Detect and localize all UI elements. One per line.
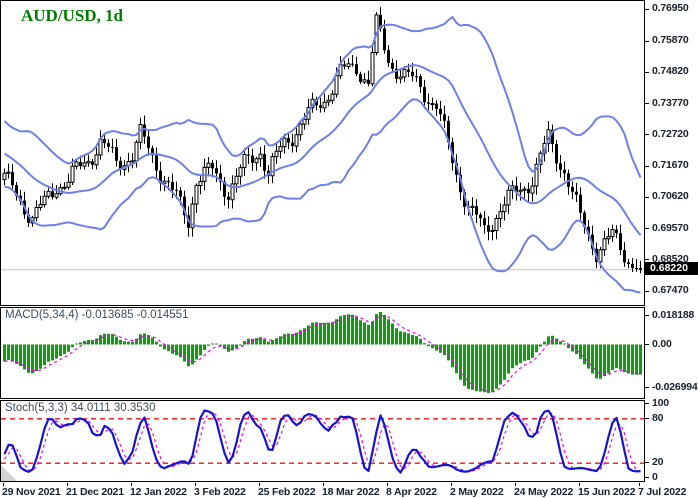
price-axis: 0.68220 0.76950 0.75870 0.74820 0.73770 0.72… bbox=[645, 0, 698, 306]
current-price-badge: 0.68220 bbox=[645, 262, 698, 276]
stoch-row: Stoch(5,3,3) 34.0111 30.3530 100 80 20 0 bbox=[0, 397, 698, 483]
price-tick-label: 0.73770 bbox=[652, 96, 689, 109]
date-axis-tick bbox=[259, 483, 260, 486]
stoch-axis-tick bbox=[645, 403, 649, 404]
date-axis-tick bbox=[579, 483, 580, 486]
stoch-tick-label: 100 bbox=[652, 397, 669, 409]
price-axis-tick bbox=[645, 40, 649, 42]
date-label: 24 May 2022 bbox=[514, 486, 574, 498]
price-tick-label: 0.68520 bbox=[652, 252, 689, 265]
date-axis-tick bbox=[323, 483, 324, 486]
price-axis-tick bbox=[645, 228, 649, 229]
date-label: 2 May 2022 bbox=[450, 486, 504, 498]
macd-axis-tick bbox=[645, 387, 649, 388]
stoch-tick-label: 80 bbox=[652, 411, 664, 424]
price-axis-tick bbox=[645, 290, 649, 292]
macd-tick-label: 0.00 bbox=[652, 337, 672, 350]
date-label: 29 Nov 2021 bbox=[2, 486, 61, 498]
stoch-axis-tick bbox=[645, 417, 649, 419]
price-tick-label: 0.74820 bbox=[652, 65, 689, 78]
price-axis-tick bbox=[645, 259, 649, 261]
macd-axis: 0.018188 0.00 -0.026994 bbox=[645, 307, 698, 399]
price-tick-label: 0.69570 bbox=[652, 221, 689, 234]
price-tick-label: 0.71670 bbox=[652, 159, 689, 172]
macd-canvas bbox=[3, 312, 642, 393]
symbol-title: AUD/USD, 1d bbox=[21, 6, 124, 25]
price-chart-panel: AUD/USD, 1d bbox=[0, 0, 645, 306]
date-label: 7 Jul 2022 bbox=[638, 486, 687, 498]
stoch-axis: 100 80 20 0 bbox=[645, 397, 698, 483]
date-axis-tick bbox=[451, 483, 452, 486]
date-axis-tick bbox=[3, 483, 4, 486]
date-label: 15 Jun 2022 bbox=[578, 486, 636, 498]
date-axis-tick bbox=[387, 483, 388, 486]
stoch-canvas bbox=[1, 409, 644, 481]
stoch-axis-tick bbox=[645, 462, 649, 464]
price-tick-label: 0.75870 bbox=[652, 34, 689, 47]
price-chart-row: AUD/USD, 1d 0.68220 0.76950 0.75870 0.7482… bbox=[0, 0, 698, 306]
price-tick-label: 0.67470 bbox=[652, 284, 689, 296]
date-axis-tick bbox=[131, 483, 132, 486]
date-axis-tick bbox=[515, 483, 516, 486]
price-axis-tick bbox=[645, 134, 649, 136]
stoch-axis-tick bbox=[645, 477, 649, 478]
stoch-tick-label: 20 bbox=[652, 456, 664, 469]
price-tick-label: 0.76950 bbox=[652, 2, 689, 14]
price-axis-tick bbox=[645, 165, 649, 167]
macd-tick-label: -0.026994 bbox=[652, 381, 698, 393]
macd-axis-tick bbox=[645, 343, 649, 345]
price-axis-tick bbox=[645, 8, 649, 10]
price-tick-label: 0.72720 bbox=[652, 127, 689, 140]
macd-panel: MACD(5,34,4) -0.013685 -0.014551 bbox=[0, 307, 645, 399]
date-label: 3 Feb 2022 bbox=[194, 486, 246, 498]
date-axis-tick bbox=[639, 483, 640, 486]
date-axis-tick bbox=[195, 483, 196, 486]
stoch-tick-label: 0 bbox=[652, 471, 658, 483]
date-label: 18 Mar 2022 bbox=[322, 486, 380, 498]
price-tick-label: 0.70620 bbox=[652, 190, 689, 203]
macd-label: MACD(5,34,4) -0.013685 -0.014551 bbox=[5, 309, 189, 321]
stoch-label: Stoch(5,3,3) 34.0111 30.3530 bbox=[5, 402, 156, 414]
price-axis-tick bbox=[645, 196, 649, 198]
date-axis-tick bbox=[67, 483, 68, 486]
date-label: 25 Feb 2022 bbox=[258, 486, 316, 498]
price-axis-tick bbox=[645, 103, 649, 105]
date-label: 21 Dec 2021 bbox=[66, 486, 124, 498]
date-label: 8 Apr 2022 bbox=[386, 486, 437, 498]
macd-tick-label: 0.018188 bbox=[652, 309, 695, 321]
price-axis-tick bbox=[645, 71, 649, 73]
price-chart-canvas bbox=[1, 7, 644, 294]
macd-row: MACD(5,34,4) -0.013685 -0.014551 0.01818… bbox=[0, 307, 698, 399]
date-label: 12 Jan 2022 bbox=[130, 486, 187, 498]
stoch-panel: Stoch(5,3,3) 34.0111 30.3530 bbox=[0, 400, 645, 482]
date-axis: 29 Nov 2021 21 Dec 2021 12 Jan 2022 3 Feb 2… bbox=[0, 483, 698, 498]
macd-axis-tick bbox=[645, 315, 649, 316]
